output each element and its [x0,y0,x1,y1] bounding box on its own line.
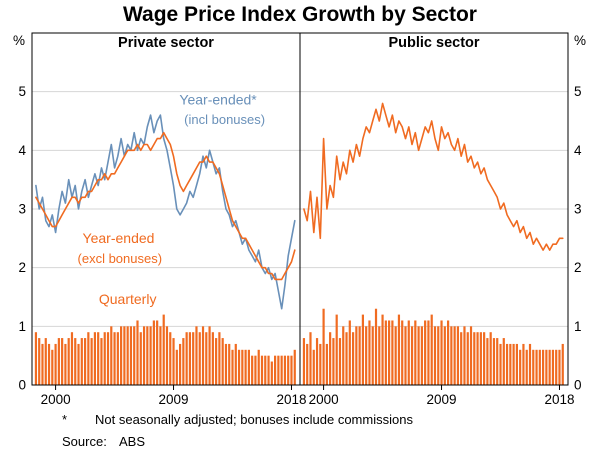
svg-text:5: 5 [574,84,582,99]
svg-text:Quarterly: Quarterly [99,291,157,307]
svg-text:1: 1 [574,319,582,334]
svg-text:5: 5 [18,84,26,99]
footnote-marker: * [62,412,68,427]
svg-text:2009: 2009 [427,392,457,407]
svg-text:2009: 2009 [159,392,189,407]
svg-text:2: 2 [574,260,582,275]
chart-canvas: Private sector 2000 2009 2018 Year-ended* (in… [13,32,586,407]
svg-text:4: 4 [574,143,582,158]
svg-text:2018: 2018 [276,392,306,407]
svg-text:(excl bonuses): (excl bonuses) [78,251,163,266]
svg-text:%: % [13,33,25,48]
svg-text:2000: 2000 [309,392,339,407]
svg-text:0: 0 [574,378,582,393]
source-value: ABS [119,434,146,449]
svg-text:3: 3 [574,202,582,217]
svg-text:Private sector: Private sector [118,35,214,51]
svg-text:3: 3 [18,202,26,217]
source-label: Source: [62,434,107,449]
svg-text:2000: 2000 [41,392,71,407]
svg-text:Year-ended: Year-ended [83,230,155,246]
chart-footnotes: * Not seasonally adjusted; bonuses inclu… [0,411,600,449]
source-row: Source: ABS [62,434,600,449]
svg-text:Year-ended*: Year-ended* [179,92,257,108]
chart-title: Wage Price Index Growth by Sector [123,3,477,26]
svg-text:4: 4 [18,143,26,158]
svg-text:2018: 2018 [544,392,574,407]
svg-text:(incl bonuses): (incl bonuses) [184,112,265,127]
svg-text:Public sector: Public sector [388,35,479,51]
svg-text:0: 0 [18,378,26,393]
svg-text:1: 1 [18,319,26,334]
svg-text:%: % [574,33,586,48]
svg-text:2: 2 [18,260,26,275]
footnote-text: Not seasonally adjusted; bonuses include… [95,412,413,427]
footnote-row: * Not seasonally adjusted; bonuses inclu… [62,412,600,427]
